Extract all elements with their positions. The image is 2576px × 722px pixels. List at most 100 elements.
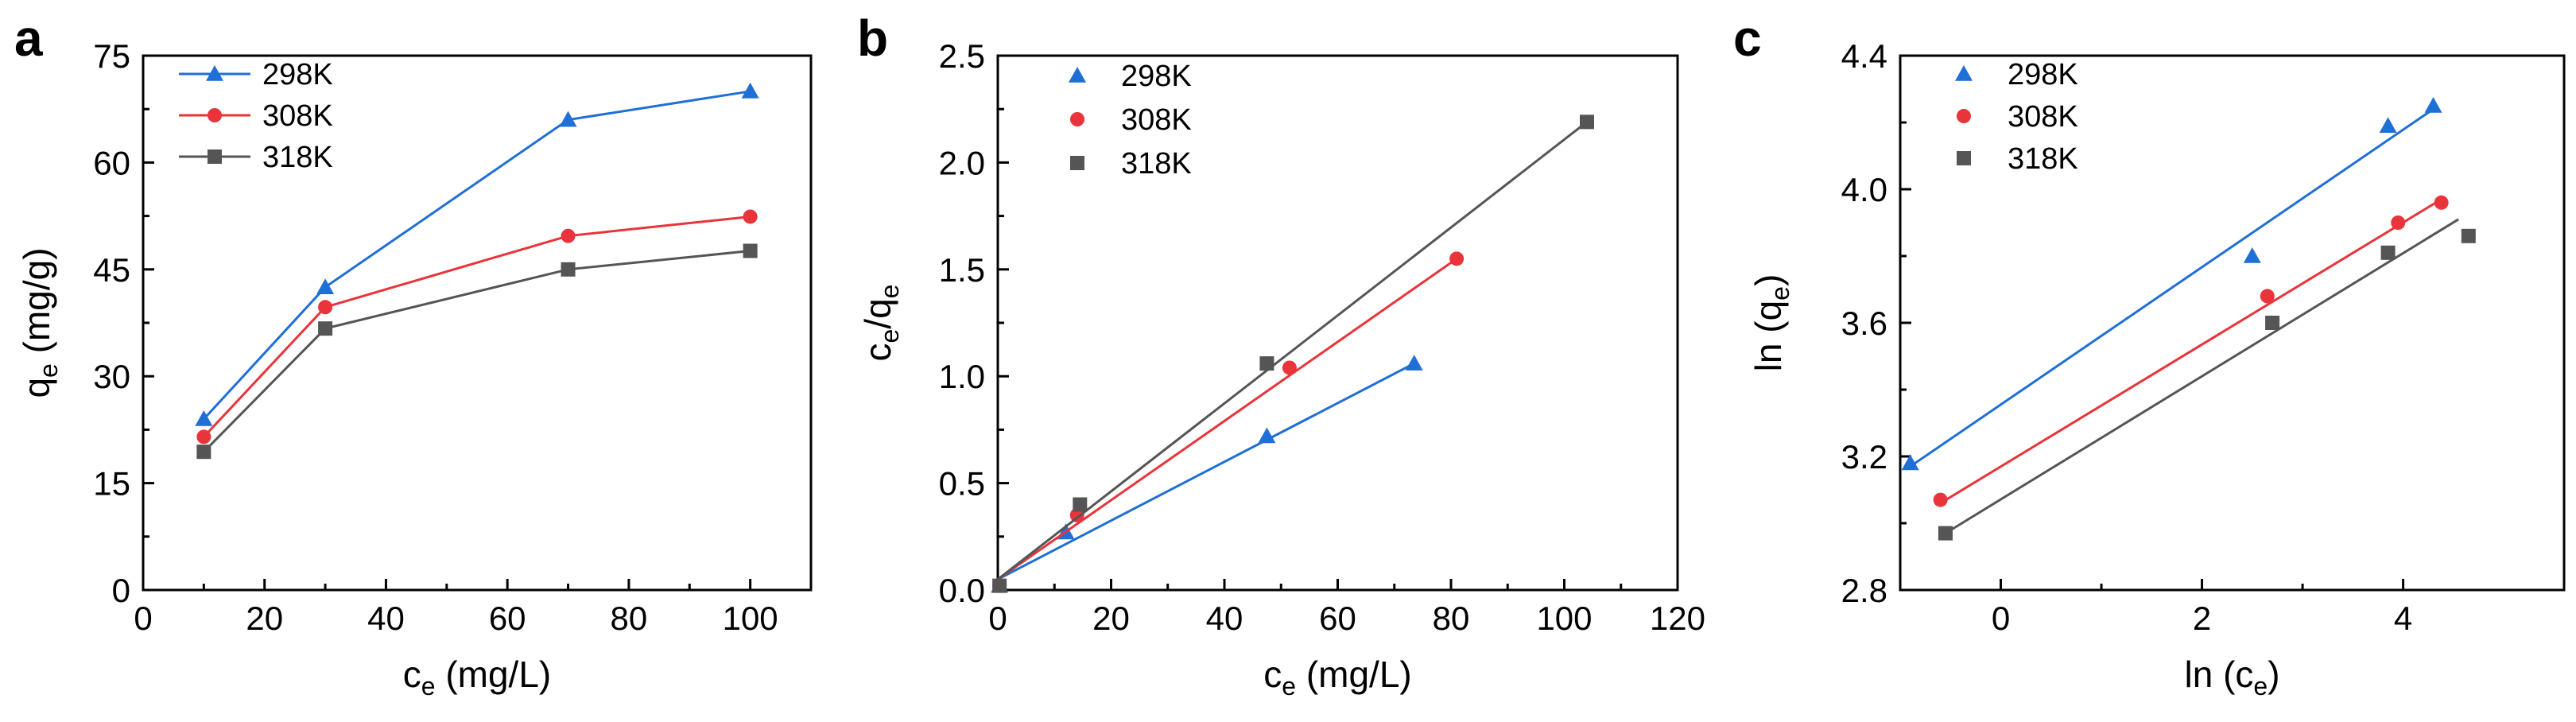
y-tick-label: 15	[93, 465, 130, 503]
legend-entry-308K: 308K	[179, 99, 333, 133]
data-point	[1282, 360, 1297, 375]
y-tick-label: 4.0	[1841, 171, 1887, 208]
x-axis-label-main: ln (c	[2184, 654, 2253, 695]
series-line	[203, 215, 751, 438]
x-axis-label-sub: e	[421, 672, 436, 701]
x-tick-label: 4	[2394, 600, 2412, 637]
legend-marker	[1957, 109, 1971, 123]
data-point	[1580, 115, 1594, 130]
data-point	[196, 429, 211, 444]
x-axis-label-sub: e	[2253, 672, 2268, 701]
data-point	[992, 578, 1007, 593]
data-point	[559, 111, 577, 127]
data-point	[1938, 526, 1953, 541]
x-tick-label: 40	[1206, 600, 1243, 637]
y-axis-label-main: c	[857, 343, 898, 361]
legend-marker	[1957, 151, 1971, 165]
data-point	[318, 321, 333, 336]
series-298K	[1901, 97, 2442, 471]
x-axis-label-unit: (mg/L)	[436, 654, 552, 695]
x-tick-label: 80	[1433, 600, 1470, 637]
legend-entry-308K: 308K	[1957, 100, 2078, 134]
y-tick-label: 3.2	[1841, 438, 1887, 476]
series-318K	[992, 115, 1594, 593]
legend-entry-298K: 298K	[179, 58, 333, 91]
y-axis-label-sub: e	[875, 329, 904, 344]
legend-label: 308K	[1121, 103, 1192, 137]
y-tick-label: 45	[93, 251, 130, 289]
data-point	[1449, 251, 1465, 266]
legend-marker	[208, 108, 222, 122]
panel-label-a: a	[14, 10, 43, 67]
x-tick-label: 120	[1650, 600, 1705, 637]
legend-marker	[206, 65, 223, 81]
legend-entry-298K: 298K	[1069, 60, 1192, 93]
legend-label: 298K	[262, 58, 333, 91]
x-tick-label: 100	[723, 600, 778, 637]
y-tick-label: 0	[112, 572, 130, 609]
legend-entry-318K: 318K	[1957, 142, 2078, 176]
legend-label: 298K	[1121, 60, 1192, 93]
data-point	[743, 209, 758, 224]
data-point	[1073, 497, 1088, 512]
y-axis-label-sub: e	[34, 363, 63, 378]
fit-line	[1909, 107, 2434, 468]
data-point	[561, 228, 576, 243]
fit-line	[1945, 218, 2459, 534]
x-tick-label: 40	[367, 600, 405, 637]
y-tick-label: 75	[93, 37, 130, 75]
chart-panel-c: c0 2 42.83.23.64.04.4ln (ce)ln (qe)298K308…	[1733, 10, 2566, 701]
data-point	[316, 278, 335, 294]
series-line	[203, 250, 751, 453]
series-298K	[195, 82, 759, 426]
y-tick-label: 3.6	[1841, 305, 1887, 342]
y-tick-label: 2.5	[939, 37, 985, 75]
data-point	[2379, 117, 2397, 133]
y-axis-label: ln (qe)	[1748, 274, 1794, 372]
y-axis-label-sub: e	[1766, 286, 1794, 301]
legend-entry-318K: 318K	[1070, 147, 1192, 180]
legend-entry-318K: 318K	[179, 141, 333, 174]
legend-label: 308K	[2008, 100, 2078, 134]
fit-line	[997, 121, 1588, 580]
x-tick-label: 20	[1092, 600, 1130, 637]
x-axis-label-unit: )	[2268, 654, 2279, 695]
y-tick-label: 60	[93, 144, 130, 181]
legend-label: 318K	[262, 141, 333, 174]
y-tick-label: 1.0	[939, 358, 985, 395]
series-298K	[991, 355, 1423, 593]
x-tick-label: 2	[2193, 600, 2211, 637]
series-318K	[196, 243, 758, 460]
x-axis-label-main: c	[403, 654, 421, 695]
y-axis-label-sub2: e	[875, 285, 904, 299]
plot-frame	[996, 54, 1679, 592]
y-tick-label: 30	[93, 358, 130, 395]
x-tick-label: 0	[988, 600, 1007, 637]
y-axis-label: ce/qe	[857, 285, 904, 362]
series-318K	[1938, 218, 2476, 541]
x-tick-label: 60	[489, 600, 526, 637]
x-axis-label: ln (ce)	[2184, 654, 2279, 701]
x-axis-label: ce (mg/L)	[1263, 654, 1411, 701]
fit-line	[1939, 198, 2442, 505]
data-point	[2391, 215, 2406, 230]
legend-label: 298K	[2008, 58, 2078, 91]
x-axis-label-main: c	[1263, 654, 1282, 695]
x-tick-label: 60	[1319, 600, 1356, 637]
y-axis-label-unit: (mg/g)	[16, 247, 57, 363]
data-point	[2260, 289, 2275, 304]
data-point	[2380, 245, 2396, 260]
y-axis-label-main: ln (q	[1748, 301, 1789, 371]
data-point	[318, 300, 333, 315]
y-axis-label: qe (mg/g)	[16, 247, 63, 398]
data-point	[1901, 454, 1919, 471]
legend-entry-308K: 308K	[1070, 103, 1192, 137]
data-point	[2434, 195, 2449, 210]
legend-label: 318K	[1121, 147, 1192, 180]
data-point	[561, 262, 576, 277]
x-axis-label-unit: (mg/L)	[1296, 654, 1412, 695]
fit-line	[997, 362, 1415, 580]
